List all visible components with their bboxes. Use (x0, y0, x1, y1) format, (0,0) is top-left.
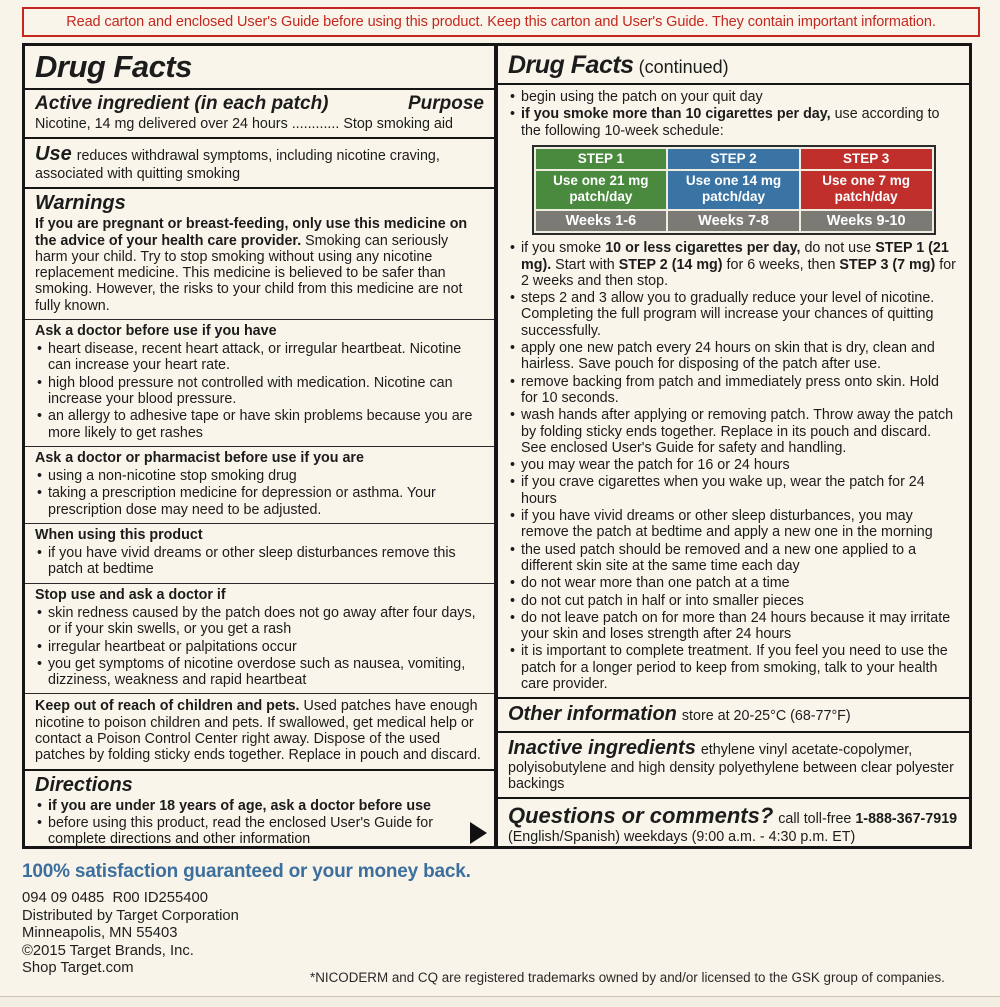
schedule-step1-dose: Use one 21 mg patch/day (535, 170, 667, 210)
schedule-step1-weeks: Weeks 1-6 (535, 211, 667, 232)
bullet-item: if you have vivid dreams or other sleep … (508, 508, 959, 541)
continued-suffix: (continued) (633, 57, 729, 77)
distributor-lines: 094 09 0485 R00 ID255400 (22, 890, 1000, 908)
when-using-heading: When using this product (35, 527, 203, 543)
section-other-information: Other information store at 20-25°C (68-77… (498, 699, 969, 734)
schedule-step3-header: STEP 3 (800, 148, 932, 169)
bullet-item: before using this product, read the encl… (35, 815, 484, 846)
continue-arrow-icon (470, 822, 487, 845)
bullet-item: remove backing from patch and immediatel… (508, 374, 959, 407)
section-warnings: Warnings If you are pregnant or breast-f… (25, 189, 494, 321)
other-information-heading: Other information (508, 703, 677, 726)
section-active-ingredient: Active ingredient (in each patch) Purpos… (25, 90, 494, 140)
bullet-item: heart disease, recent heart attack, or i… (35, 341, 484, 374)
inactive-ingredients-text: ethylene vinyl acetate-copolymer, polyis… (508, 742, 954, 793)
stop-use-heading: Stop use and ask a doctor if (35, 586, 226, 603)
other-information-text: store at 20-25°C (68-77°F) (681, 708, 851, 725)
warnings-text: Smoking can seriously harm your child. T… (35, 232, 463, 314)
schedule-step3-weeks: Weeks 9-10 (800, 211, 932, 232)
usage-main-list: if you smoke 10 or less cigarettes per d… (508, 240, 959, 692)
bullet-item: if you are under 18 years of age, ask a … (35, 798, 484, 815)
bullet-item: Shop Target.com (22, 960, 134, 977)
bullet-item: steps 2 and 3 allow you to gradually red… (508, 290, 959, 339)
questions-post: (English/Spanish) weekdays (9:00 a.m. - … (508, 828, 856, 845)
bullet-item: Minneapolis, MN 55403 (22, 925, 178, 942)
ask-doctor-list: heart disease, recent heart attack, or i… (35, 341, 484, 441)
when-using-list: if you have vivid dreams or other sleep … (35, 545, 484, 578)
active-ingredient-heading: Active ingredient (in each patch) (35, 93, 329, 114)
drug-facts-panel-right: Drug Facts (continued) begin using the p… (497, 43, 972, 849)
section-ask-doctor: Ask a doctor before use if you have hear… (25, 320, 494, 447)
keep-out-bold-lead: Keep out of reach of children and pets. (35, 698, 300, 715)
bullet-item: do not wear more than one patch at a tim… (508, 575, 959, 592)
inactive-ingredients-heading: Inactive ingredients (508, 737, 696, 760)
ask-doctor-heading: Ask a doctor before use if you have (35, 323, 277, 340)
section-usage-instructions: begin using the patch on your quit dayif… (498, 85, 969, 700)
schedule-step1-header: STEP 1 (535, 148, 667, 169)
section-keep-out: Keep out of reach of children and pets. … (25, 694, 494, 771)
bullet-item: you get symptoms of nicotine overdose su… (35, 656, 484, 689)
section-directions: Directions if you are under 18 years of … (25, 771, 494, 846)
questions-phone: 1-888-367-7919 (855, 811, 958, 828)
dosing-schedule-table: STEP 1 STEP 2 STEP 3 Use one 21 mg patch… (531, 144, 936, 236)
section-inactive-ingredients: Inactive ingredients ethylene vinyl aceta… (498, 733, 969, 800)
directions-heading: Directions (35, 773, 133, 796)
bullet-item: do not cut patch in half or into smaller… (508, 593, 959, 610)
bullet-item: you may wear the patch for 16 or 24 hour… (508, 457, 959, 474)
use-heading: Use (35, 143, 72, 166)
bullet-item: do not leave patch on for more than 24 h… (508, 610, 959, 643)
carton-bottom-edge (0, 996, 1000, 1007)
drug-facts-title: Drug Facts (25, 46, 494, 90)
bullet-item: irregular heartbeat or palpitations occu… (35, 639, 484, 656)
distributor-address-lines: Distributed by Target Corporation Minneap… (22, 908, 1000, 978)
bullet-item: if you have vivid dreams or other sleep … (35, 545, 484, 578)
bullet-item: high blood pressure not controlled with … (35, 375, 484, 408)
bullet-item: if you smoke more than 10 cigarettes per… (508, 106, 959, 139)
schedule-step2-dose: Use one 14 mg patch/day (668, 170, 799, 210)
stop-use-list: skin redness caused by the patch does no… (35, 605, 484, 688)
bullet-item: it is important to complete treatment. I… (508, 643, 959, 692)
bullet-item: taking a prescription medicine for depre… (35, 485, 484, 518)
satisfaction-guarantee: 100% satisfaction guaranteed or your mon… (22, 861, 471, 882)
bullet-item: if you smoke 10 or less cigarettes per d… (508, 240, 959, 289)
questions-heading: Questions or comments? (508, 803, 774, 829)
directions-list: if you are under 18 years of age, ask a … (35, 798, 484, 846)
section-questions: Questions or comments? call toll-free 1-8… (498, 799, 969, 846)
bullet-item: begin using the patch on your quit day (508, 89, 959, 106)
section-stop-use: Stop use and ask a doctor if skin rednes… (25, 584, 494, 695)
bullet-item: an allergy to adhesive tape or have skin… (35, 408, 484, 441)
drug-facts-panels: Drug Facts Active ingredient (in each pa… (22, 43, 972, 849)
ask-pharmacist-heading: Ask a doctor or pharmacist before use if… (35, 449, 364, 466)
top-notice: Read carton and enclosed User's Guide be… (22, 7, 980, 37)
bullet-item: apply one new patch every 24 hours on sk… (508, 340, 959, 373)
active-ingredient-row: Nicotine, 14 mg delivered over 24 hours … (35, 115, 453, 132)
bullet-item: using a non-nicotine stop smoking drug (35, 468, 484, 485)
ask-pharmacist-list: using a non-nicotine stop smoking drugta… (35, 468, 484, 518)
schedule-step3-dose: Use one 7 mg patch/day (800, 170, 932, 210)
keep-out-text: Used patches have enough nicotine to poi… (35, 698, 481, 764)
schedule-step2-weeks: Weeks 7-8 (668, 211, 799, 232)
use-text: reduces withdrawal symptoms, including n… (35, 148, 440, 182)
bullet-item: skin redness caused by the patch does no… (35, 605, 484, 638)
drug-facts-panel-left: Drug Facts Active ingredient (in each pa… (22, 43, 497, 849)
bullet-item: if you crave cigarettes when you wake up… (508, 474, 959, 507)
bullet-item: wash hands after applying or removing pa… (508, 407, 959, 456)
carton-footer: 100% satisfaction guaranteed or your mon… (0, 849, 1000, 978)
warnings-bold-lead: If you are pregnant or breast-feeding, o… (35, 216, 468, 249)
bullet-item: the used patch should be removed and a n… (508, 542, 959, 575)
drug-facts-continued-title: Drug Facts (continued) (498, 46, 969, 85)
questions-pre: call toll-free (778, 811, 856, 828)
bullet-item: Distributed by Target Corporation (22, 907, 239, 924)
usage-top-list: begin using the patch on your quit dayif… (508, 89, 959, 139)
trademark-note: *NICODERM and CQ are registered trademar… (310, 970, 945, 985)
section-ask-doctor-pharmacist: Ask a doctor or pharmacist before use if… (25, 447, 494, 524)
section-when-using: When using this product if you have vivi… (25, 524, 494, 584)
schedule-step2-header: STEP 2 (668, 148, 799, 169)
purpose-heading: Purpose (407, 93, 484, 114)
bullet-item: ©2015 Target Brands, Inc. (22, 942, 194, 959)
product-code: 094 09 0485 R00 ID255400 (22, 890, 208, 906)
warnings-heading: Warnings (35, 192, 126, 215)
section-use: Use reduces withdrawal symptoms, includin… (25, 139, 494, 190)
